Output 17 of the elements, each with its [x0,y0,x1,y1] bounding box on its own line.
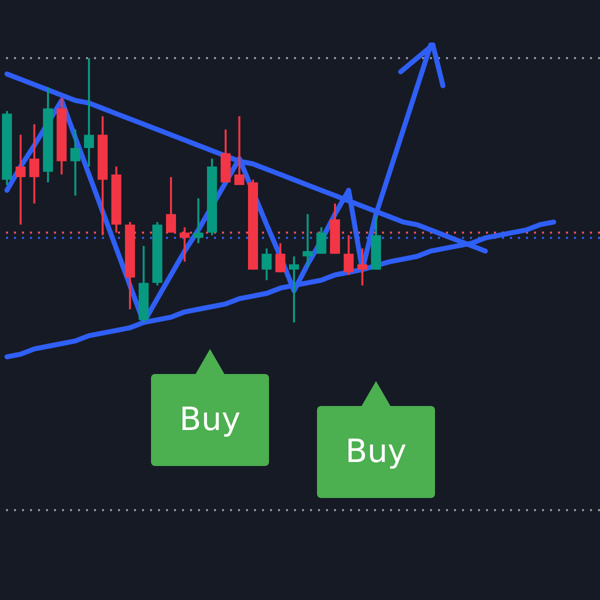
candlestick [262,247,272,282]
text: Buy [345,432,407,470]
candlestick [193,197,204,244]
candlestick [357,247,368,286]
candlestick [70,128,80,197]
candlestick [289,255,300,324]
text: Buy [179,400,241,438]
candlestick [275,242,286,274]
candlestick [302,213,313,268]
candlestick [16,134,26,226]
candlestick [234,115,244,186]
candlestick [84,57,94,168]
candlestick [316,226,326,255]
candlestick [29,123,40,205]
candlestick [180,226,190,263]
candlestick [166,176,176,234]
candlestick [344,234,354,276]
